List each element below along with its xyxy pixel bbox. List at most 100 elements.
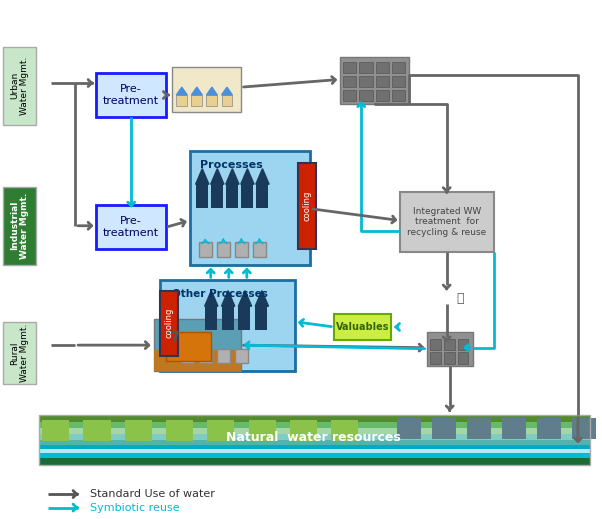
Text: Urban
Water Mgmt.: Urban Water Mgmt. xyxy=(10,57,29,115)
Bar xyxy=(160,291,178,356)
Bar xyxy=(39,428,590,434)
Text: Other Processes: Other Processes xyxy=(172,289,268,299)
Bar xyxy=(154,350,241,371)
Bar xyxy=(331,420,358,441)
Polygon shape xyxy=(222,87,232,95)
Polygon shape xyxy=(176,87,187,95)
Bar xyxy=(343,90,356,101)
Bar xyxy=(205,306,217,330)
Polygon shape xyxy=(222,291,235,306)
Bar xyxy=(430,352,441,364)
Bar xyxy=(444,339,455,350)
Text: Pre-
treatment: Pre- treatment xyxy=(103,84,159,105)
Bar xyxy=(430,339,441,350)
Bar xyxy=(255,306,267,330)
Text: cooling: cooling xyxy=(164,308,173,338)
Bar xyxy=(432,418,456,439)
Bar xyxy=(207,420,234,441)
Polygon shape xyxy=(205,291,218,306)
Text: 🗑: 🗑 xyxy=(457,292,464,305)
Bar xyxy=(376,90,389,101)
Bar xyxy=(39,458,590,465)
Bar xyxy=(249,420,276,441)
Bar xyxy=(217,242,230,257)
Bar xyxy=(39,453,590,458)
Bar xyxy=(166,420,193,441)
Bar xyxy=(39,440,590,445)
Bar xyxy=(343,76,356,87)
Bar xyxy=(3,187,36,265)
Bar xyxy=(392,62,405,73)
Polygon shape xyxy=(256,169,269,184)
Bar xyxy=(125,420,152,441)
Bar xyxy=(39,449,590,453)
Bar xyxy=(206,95,217,106)
Bar xyxy=(42,420,69,441)
Bar xyxy=(217,349,230,363)
Bar xyxy=(3,47,36,125)
Bar xyxy=(238,306,250,330)
Text: cooling: cooling xyxy=(303,191,311,222)
Bar xyxy=(84,420,111,441)
Text: Pre-
treatment: Pre- treatment xyxy=(103,216,159,238)
Bar xyxy=(256,184,268,208)
Bar xyxy=(96,73,166,117)
Bar xyxy=(190,151,310,265)
Bar xyxy=(241,184,253,208)
Bar xyxy=(39,415,590,465)
Bar xyxy=(359,90,373,101)
Bar xyxy=(572,418,596,439)
Polygon shape xyxy=(206,87,217,95)
Bar xyxy=(222,95,232,106)
Bar xyxy=(343,62,356,73)
Bar xyxy=(467,418,491,439)
Bar xyxy=(376,62,389,73)
Polygon shape xyxy=(238,291,252,306)
Bar xyxy=(199,349,212,363)
Bar xyxy=(458,352,468,364)
Bar xyxy=(211,184,223,208)
Bar xyxy=(235,242,248,257)
Bar xyxy=(96,205,166,249)
Bar xyxy=(39,434,590,440)
Bar xyxy=(537,418,561,439)
Bar xyxy=(154,319,241,371)
Text: Processes: Processes xyxy=(200,159,263,170)
Polygon shape xyxy=(226,169,239,184)
Bar xyxy=(199,242,212,257)
Bar xyxy=(359,62,373,73)
Polygon shape xyxy=(191,87,202,95)
Bar xyxy=(427,332,473,366)
Text: Symbiotic reuse: Symbiotic reuse xyxy=(90,502,180,513)
Polygon shape xyxy=(211,169,224,184)
Bar xyxy=(222,306,234,330)
Bar xyxy=(397,418,421,439)
Bar xyxy=(340,57,409,104)
Polygon shape xyxy=(241,169,254,184)
Bar xyxy=(181,349,194,363)
Bar xyxy=(39,422,590,428)
Bar xyxy=(253,242,266,257)
Text: Natural  water resources: Natural water resources xyxy=(226,431,400,444)
Bar xyxy=(392,76,405,87)
Bar xyxy=(39,445,590,449)
Bar xyxy=(176,95,187,106)
Bar xyxy=(502,418,526,439)
Bar xyxy=(235,349,248,363)
Bar xyxy=(298,163,316,249)
Text: Industrial
Water Mgmt.: Industrial Water Mgmt. xyxy=(10,193,29,259)
Polygon shape xyxy=(255,291,268,306)
Bar xyxy=(376,76,389,87)
Bar xyxy=(334,314,391,340)
Bar xyxy=(39,415,590,422)
Bar xyxy=(166,332,211,361)
Bar xyxy=(359,76,373,87)
Bar xyxy=(444,352,455,364)
Bar xyxy=(191,95,202,106)
Text: Integrated WW
treatment  for
recycling & reuse: Integrated WW treatment for recycling & … xyxy=(408,207,486,237)
Text: Rural
Water Mgmt.: Rural Water Mgmt. xyxy=(10,324,29,382)
Text: Valuables: Valuables xyxy=(336,322,389,332)
Bar xyxy=(226,184,238,208)
Polygon shape xyxy=(196,169,209,184)
Bar xyxy=(172,67,241,112)
